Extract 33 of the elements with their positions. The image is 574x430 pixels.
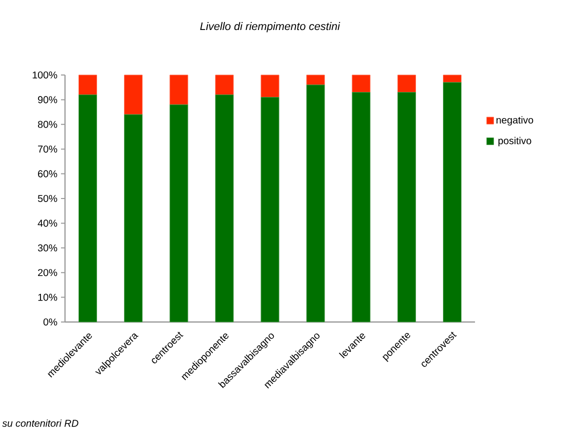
bar: [78, 94, 98, 322]
bar: [124, 114, 143, 322]
y-tick-label: 40%: [38, 220, 58, 227]
y-tick-label: 100%: [32, 71, 58, 79]
bar: [397, 74, 416, 93]
y-tick-label: 90%: [38, 96, 58, 104]
bar: [215, 94, 234, 322]
bar: [78, 74, 98, 96]
y-tick-label: 20%: [38, 269, 58, 276]
text: su contenitori RD: [2, 419, 78, 427]
bar: [306, 74, 325, 86]
y-tick-label: 70%: [38, 146, 58, 153]
chart-title: Livello di riempimento cestini: [200, 22, 340, 32]
bar: [442, 74, 462, 83]
bar: [352, 92, 370, 322]
y-tick-label: 30%: [38, 244, 58, 252]
y-tick-label: 50%: [38, 194, 58, 202]
bar: [170, 74, 188, 105]
bar: [306, 84, 325, 322]
y-tick-label: 60%: [38, 170, 58, 178]
bar: [352, 74, 370, 93]
bar: [260, 96, 280, 322]
y-tick-label: 0%: [43, 318, 58, 326]
legend-label: negativo: [496, 116, 534, 126]
y-tick-label: 80%: [38, 120, 58, 128]
y-tick-label: 10%: [38, 294, 58, 301]
bar: [124, 74, 143, 115]
bar: [442, 82, 462, 322]
bar: [260, 74, 280, 98]
bar: [397, 92, 416, 322]
bar: [170, 104, 188, 322]
legend-label: positivo: [498, 136, 532, 146]
bar: [215, 74, 234, 96]
